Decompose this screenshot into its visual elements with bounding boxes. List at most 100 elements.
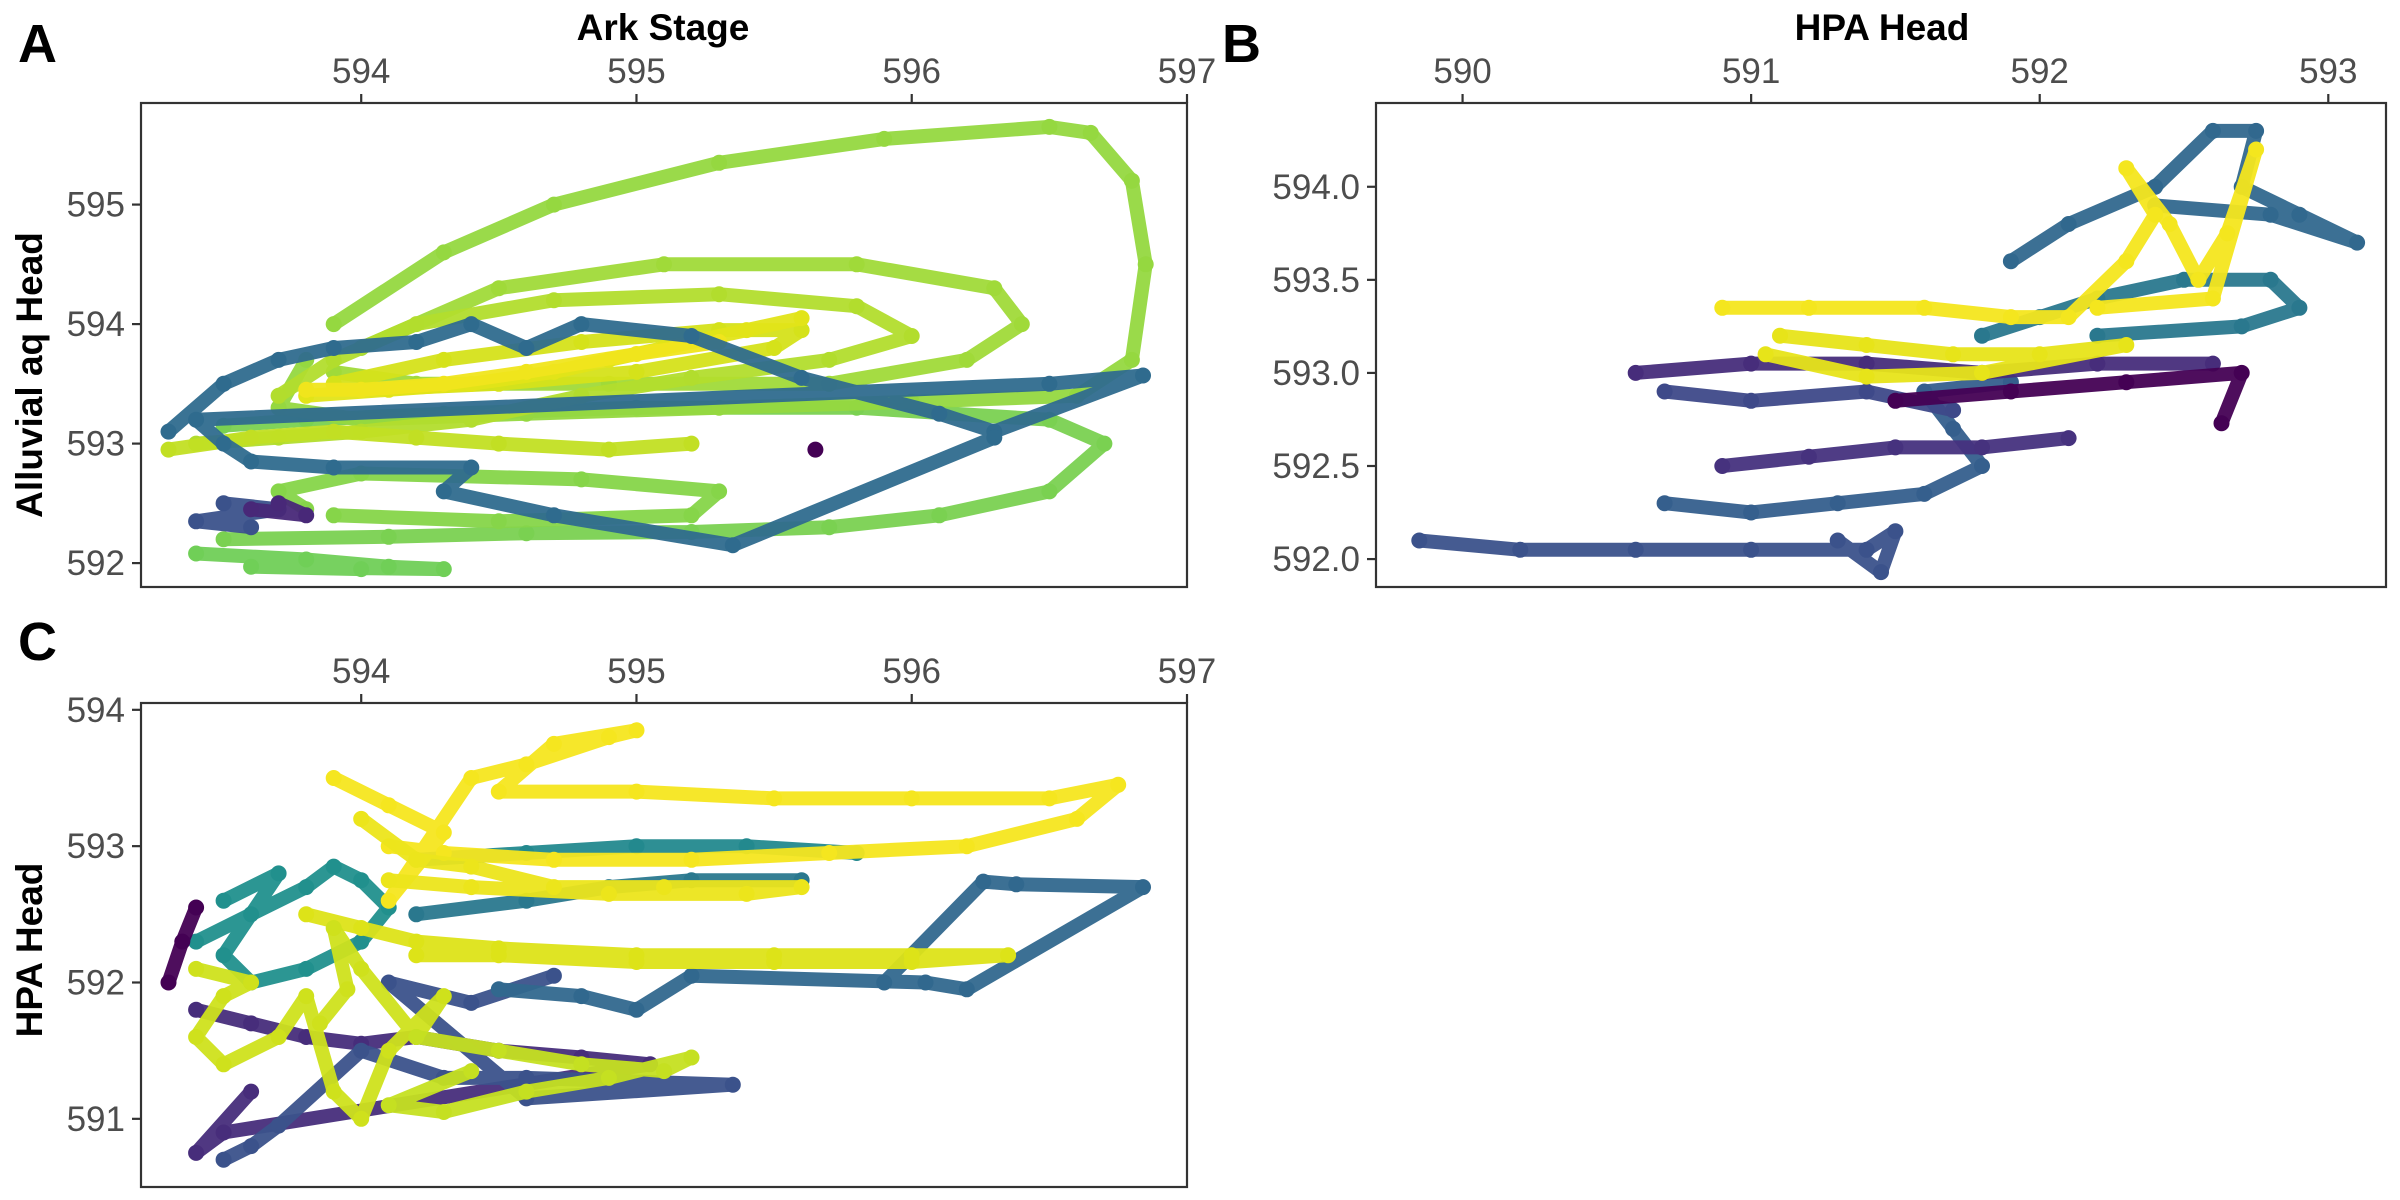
panel-c-series-5-point-1 xyxy=(243,1138,260,1155)
panel-b-series-8-trace xyxy=(1715,142,2264,325)
panel-a-series-10-point-15 xyxy=(215,435,232,452)
panel-b-series-0-point-1 xyxy=(1512,541,1529,558)
panel-a-series-11-point-0 xyxy=(215,495,232,512)
panel-a-series-10-point-1 xyxy=(215,375,232,392)
panel-a-series-11-point-2 xyxy=(188,513,205,530)
panel-a-series-5-point-10 xyxy=(545,292,562,309)
panel-c-series-9-point-10 xyxy=(628,954,645,970)
panel-a-series-6-point-1 xyxy=(243,429,260,446)
panel-a-series-12-point-1 xyxy=(298,507,315,524)
panel-c-series-8-point-7 xyxy=(600,885,617,902)
panel-a-series-12-point-2 xyxy=(270,495,287,512)
panel-c-frame xyxy=(139,701,1189,1189)
panel-b-y-tick-label-1: 592.5 xyxy=(1272,447,1360,486)
panel-b-series-5-point-4 xyxy=(2213,415,2230,432)
panel-a-series-9-point-0 xyxy=(298,381,315,398)
panel-c-series-3-point-0 xyxy=(160,974,177,991)
panel-c-series-11-point-8 xyxy=(380,1097,397,1114)
panel-c-series-7-point-16 xyxy=(958,838,975,855)
panel-a-series-5-point-7 xyxy=(903,328,920,344)
panel-a-series-0-point-5 xyxy=(353,561,370,578)
panel-b-series-9-point-5 xyxy=(1974,364,1990,381)
panel-a-series-5-point-9 xyxy=(711,286,728,303)
panel-a-series-5-point-13 xyxy=(270,387,287,404)
panel-c-series-8-point-8 xyxy=(463,879,480,896)
panel-a-frame xyxy=(139,101,1189,589)
panel-a-series-10-point-4 xyxy=(408,334,425,350)
panel-c-series-11-point-7 xyxy=(435,1104,452,1120)
panel-b-x-tick-label-3: 593 xyxy=(2299,52,2357,91)
panel-c-series-11-trace xyxy=(381,1030,699,1119)
panel-c-x-tick-label-3: 597 xyxy=(1158,652,1216,691)
panel-c-series-0-point-7 xyxy=(298,960,315,977)
panel-a-series-12-point-0 xyxy=(243,501,260,518)
panel-c-series-7-point-2 xyxy=(435,824,452,841)
panel-b-series-4-point-5 xyxy=(2204,355,2221,372)
panel-b-series-0-point-3 xyxy=(1743,541,1760,558)
panel-b-series-5-point-0 xyxy=(1887,392,1904,409)
panel-a-series-10-point-5 xyxy=(463,316,480,333)
panel-c-series-7-point-14 xyxy=(1110,776,1127,793)
panel-a-series-10-point-19 xyxy=(435,483,452,500)
panel-b-series-8-point-7 xyxy=(2118,160,2135,177)
panel-c-series-4-point-8 xyxy=(215,1124,232,1141)
panel-b-x-axis-title: HPA Head xyxy=(1795,7,1970,48)
panel-b-series-4-point-2 xyxy=(1858,355,1875,372)
panel-c-series-7-point-19 xyxy=(545,851,562,868)
panel-a-series-10-point-2 xyxy=(270,351,287,368)
panel-c-series-7-point-8 xyxy=(545,735,562,752)
panel-b-series-8-point-3 xyxy=(2002,309,2019,326)
panel-b-series-1-point-2 xyxy=(1829,495,1846,512)
panel-a-series-10-point-20 xyxy=(545,507,562,524)
panel-a-series-13-point-0 xyxy=(807,441,824,458)
panel-a-x-tick-label-2: 596 xyxy=(883,52,941,91)
panel-a-series-10-point-22 xyxy=(986,429,1003,446)
panel-b-series-8-point-10 xyxy=(2219,225,2236,242)
panel-b: B HPA Head 590 591 592 593592.0592.5593.059… xyxy=(1222,7,2388,589)
panel-a-series-8-point-7 xyxy=(793,310,810,327)
panel-a-series-6-point-6 xyxy=(683,435,700,452)
panel-c-series-5-point-9 xyxy=(463,994,480,1011)
panel-b-series-0-point-2 xyxy=(1627,541,1644,558)
panel-c-series-7-point-17 xyxy=(821,845,838,861)
panel-c-series-11-point-5 xyxy=(600,1069,617,1086)
panel-c-x-tick-label-2: 596 xyxy=(883,652,941,691)
panel-a-series-9-point-3 xyxy=(518,363,535,380)
panel-a-series-10-point-17 xyxy=(325,459,342,476)
panel-c-series-0-point-9 xyxy=(215,947,232,964)
panel-a-series-3-point-4 xyxy=(876,130,893,147)
panel-b-series-8-point-5 xyxy=(2118,253,2135,270)
panel-a-series-10-point-10 xyxy=(931,405,948,422)
panel-a-series-5-point-5 xyxy=(683,369,700,386)
panel-c-series-10-point-8 xyxy=(353,1110,370,1127)
panel-c-series-6-point-6 xyxy=(1135,879,1151,896)
panel-b-plot-area: 590 591 592 593 592.0 592.5 593.0 593.5 594.0 xyxy=(1272,52,2366,581)
panel-c-series-6-point-2 xyxy=(628,1001,645,1018)
panel-a-series-1-point-1 xyxy=(380,528,397,545)
panel-b-series-1-point-1 xyxy=(1743,504,1760,521)
panel-b-series-3-point-2 xyxy=(1858,383,1875,400)
panel-tag-a: A xyxy=(18,14,57,74)
panel-b-series-7-point-8 xyxy=(2262,206,2279,223)
panel-b-series-9-trace xyxy=(1758,328,2134,384)
panel-a-series-11-point-3 xyxy=(243,519,260,536)
panel-c-series-9-point-8 xyxy=(903,954,920,970)
panel-a-series-2-point-3 xyxy=(711,483,728,500)
panel-b-series-7-point-7 xyxy=(2349,234,2366,251)
panel-b-series-8-point-0 xyxy=(1714,299,1731,316)
panel-c-series-4-point-9 xyxy=(188,1144,205,1161)
panel-c-series-10-point-9 xyxy=(380,1042,397,1059)
panel-c-series-3-point-1 xyxy=(174,933,191,950)
panel-c-series-11-point-1 xyxy=(490,1042,507,1059)
panel-c-series-8-point-2 xyxy=(463,858,480,875)
panel-b-series-6-point-6 xyxy=(2233,318,2250,335)
panel-a-series-10-point-16 xyxy=(243,453,260,470)
panel-c-series-8-point-0 xyxy=(353,810,370,827)
panel-a-series-10-point-6 xyxy=(518,340,535,356)
panel-a-series-9-point-1 xyxy=(353,381,370,398)
panel-c-y-tick-label-2: 593 xyxy=(67,827,125,866)
panel-a-series-1-point-5 xyxy=(931,507,948,524)
panel-b-series-8-point-4 xyxy=(2060,309,2077,326)
panel-c-series-0-point-0 xyxy=(188,933,205,950)
panel-c-series-10-point-7 xyxy=(325,1083,342,1100)
